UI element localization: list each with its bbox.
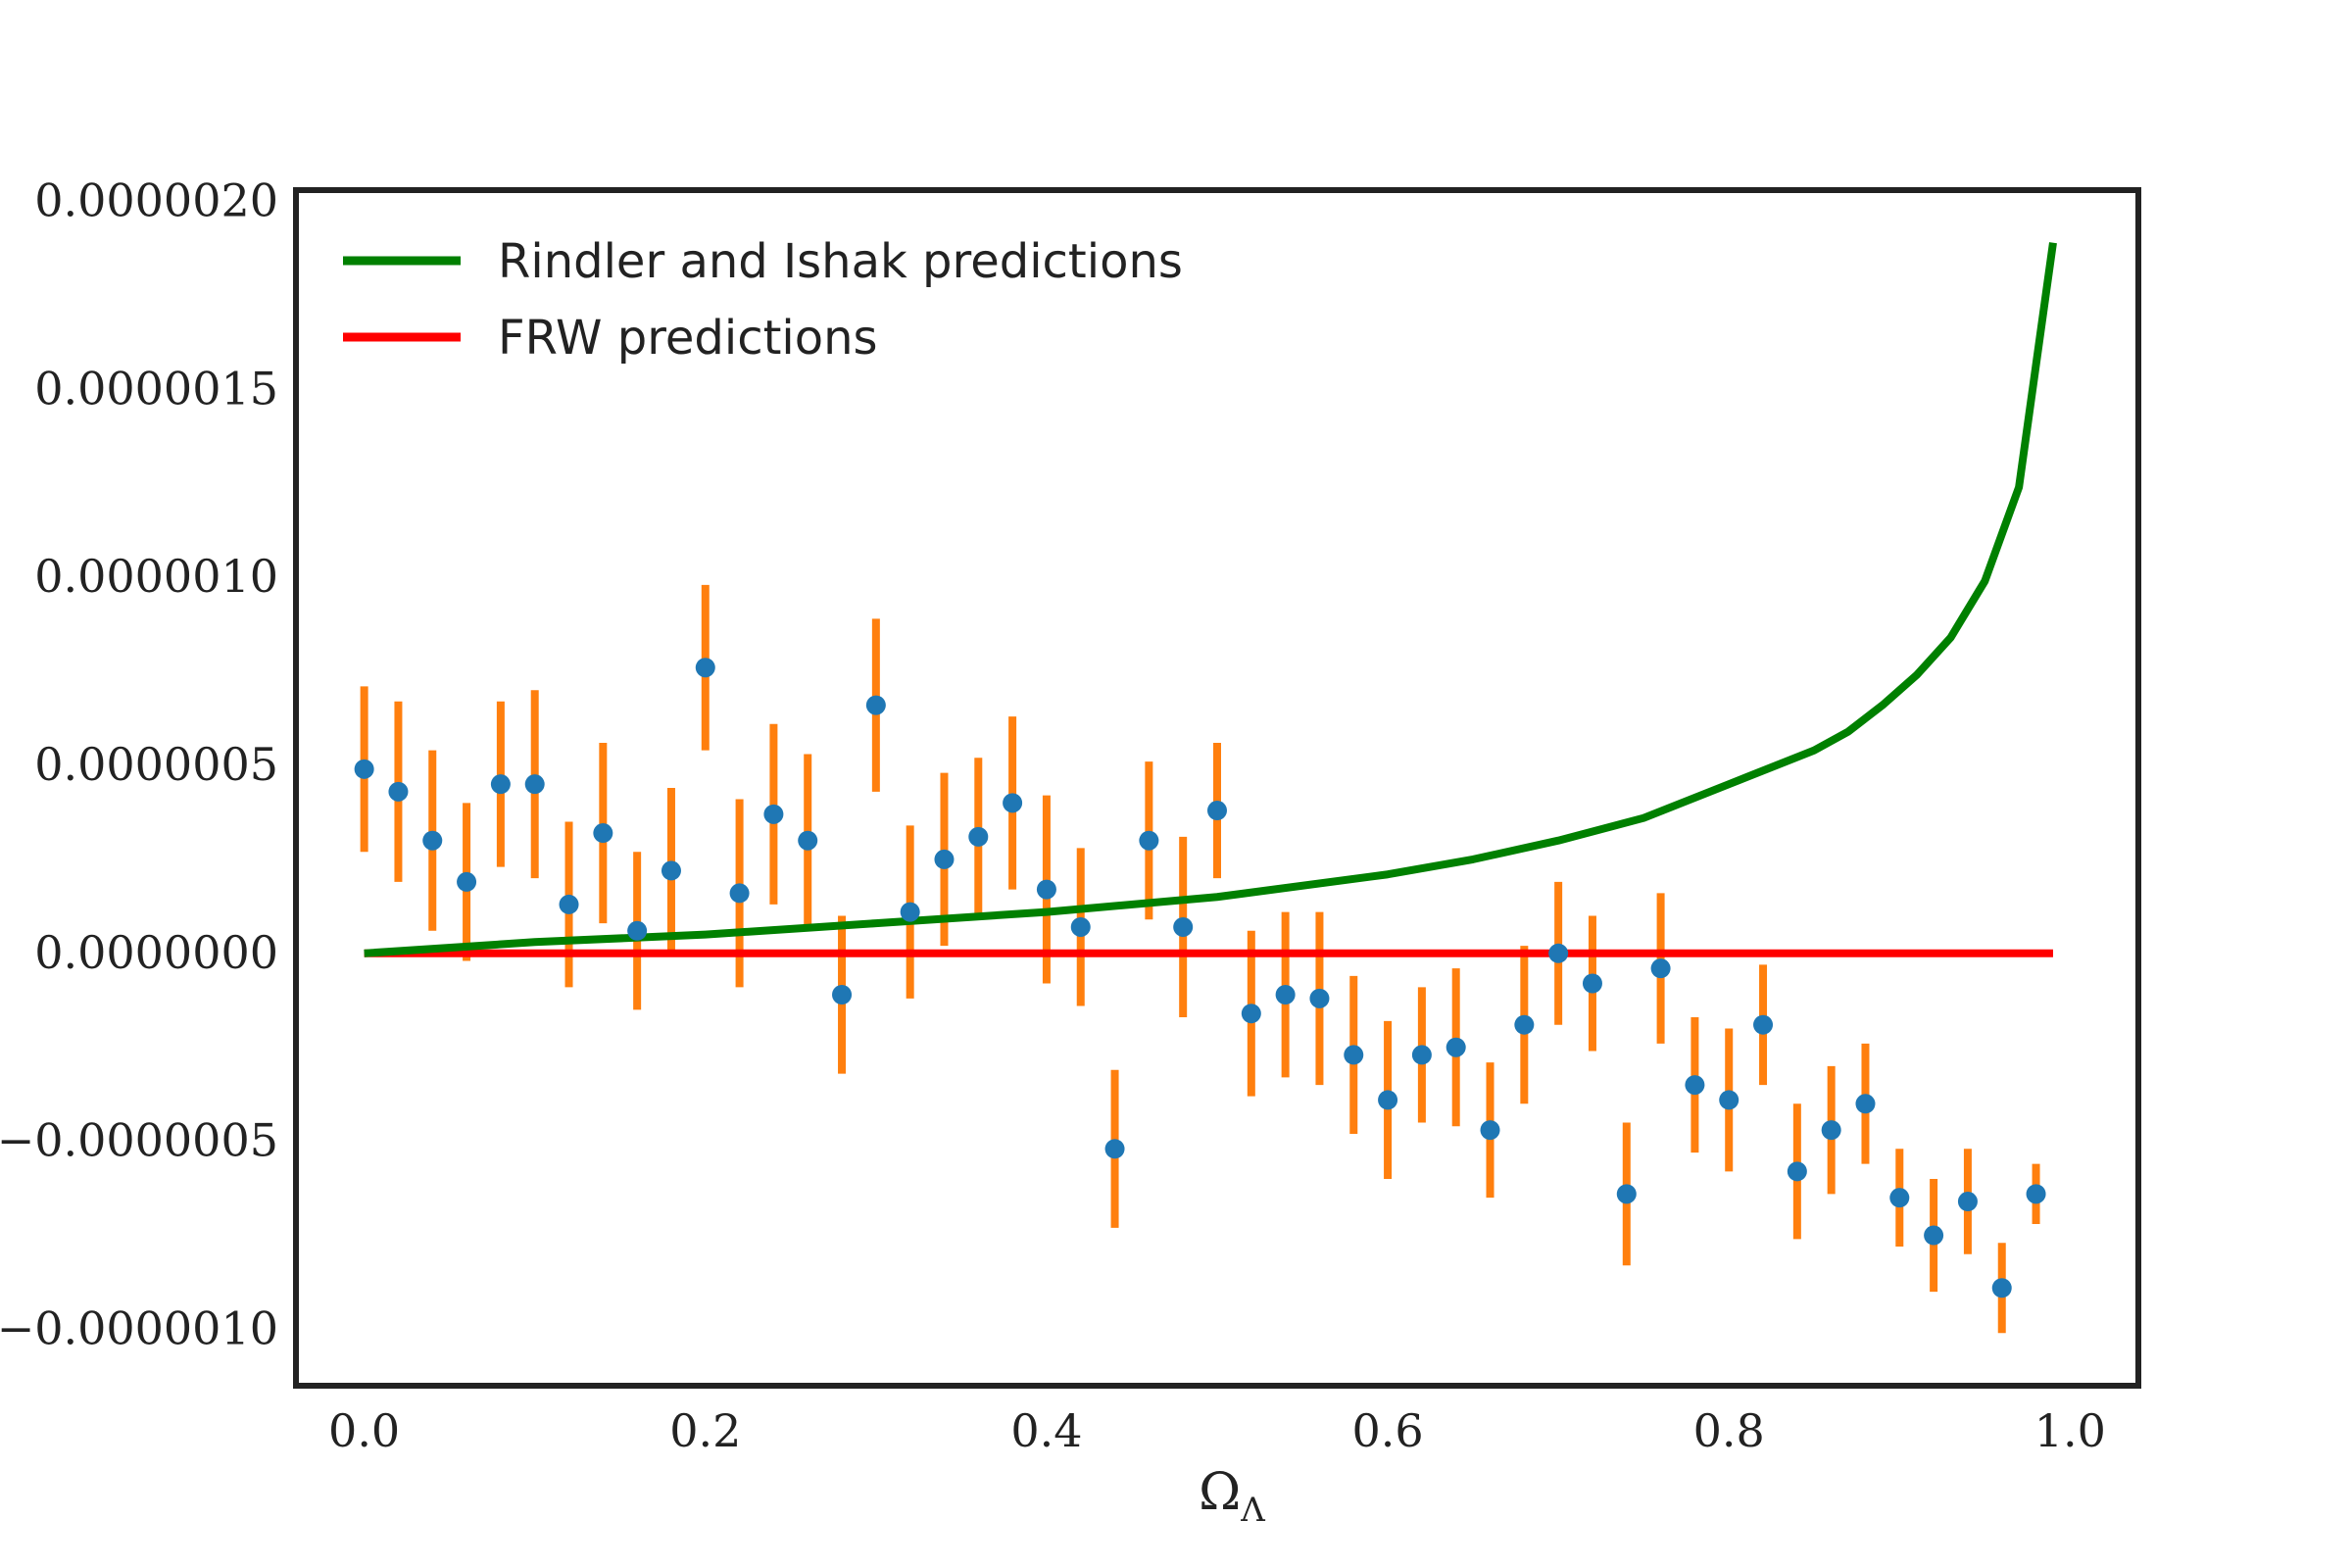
data-point — [1036, 879, 1056, 900]
x-tick-label: 0.8 — [1693, 1404, 1765, 1457]
rindler-ishak-predictions-line — [364, 242, 2057, 957]
data-point — [422, 830, 443, 851]
data-point — [1957, 1192, 1978, 1212]
x-axis-title-sub: Λ — [1240, 1491, 1265, 1530]
y-axis-ticks: −0.0000010 −0.0000005 0.0000000 0.0000005 0.… — [0, 174, 278, 1355]
data-point — [1616, 1184, 1637, 1204]
data-point — [1344, 1045, 1364, 1065]
data-point — [2026, 1184, 2046, 1204]
y-tick-label: 0.0000020 — [34, 174, 278, 227]
x-axis-title: ΩΛ — [1199, 1463, 1265, 1530]
data-point — [865, 695, 886, 715]
data-point — [1582, 973, 1602, 994]
y-tick-label: 0.0000000 — [34, 926, 278, 979]
data-point — [1241, 1004, 1261, 1024]
data-point — [729, 883, 750, 904]
x-axis-title-main: Ω — [1199, 1463, 1241, 1522]
data-point — [1889, 1188, 1910, 1208]
data-point — [388, 781, 409, 802]
data-point — [832, 985, 853, 1005]
data-point — [1548, 943, 1569, 963]
data-point — [763, 804, 784, 824]
x-axis-ticks: 0.0 0.2 0.4 0.6 0.8 1.0 — [328, 1404, 2106, 1457]
plot-frame — [293, 187, 2141, 1389]
data-point — [968, 826, 989, 847]
data-point — [559, 894, 579, 914]
data-point — [524, 774, 545, 795]
y-tick-label: 0.0000005 — [34, 738, 278, 791]
x-tick-label: 0.2 — [669, 1404, 741, 1457]
x-tick-label: 0.6 — [1351, 1404, 1423, 1457]
data-point — [1378, 1090, 1398, 1110]
data-point — [1787, 1161, 1807, 1182]
data-point — [1139, 830, 1159, 851]
data-point — [1719, 1090, 1740, 1110]
data-point — [1685, 1075, 1705, 1096]
data-point — [1924, 1225, 1944, 1246]
data-point — [661, 860, 681, 881]
data-point — [354, 759, 374, 779]
y-tick-label: 0.0000010 — [34, 550, 278, 603]
data-point — [695, 658, 715, 678]
data-point — [1309, 988, 1330, 1008]
x-tick-label: 0.0 — [328, 1404, 400, 1457]
data-point — [1173, 916, 1194, 937]
data-point — [1991, 1278, 2012, 1298]
y-tick-label: 0.0000015 — [34, 362, 278, 415]
data-point — [490, 774, 511, 795]
y-tick-label: −0.0000005 — [0, 1114, 278, 1167]
y-tick-label: −0.0000010 — [0, 1301, 278, 1354]
data-point — [1411, 1045, 1432, 1065]
data-point — [900, 902, 920, 922]
data-point — [1514, 1014, 1535, 1035]
legend-label-frw: FRW predictions — [498, 311, 878, 366]
data-point — [1070, 916, 1091, 937]
data-point — [627, 920, 648, 941]
legend-label-rindler: Rindler and Ishak predictions — [498, 234, 1183, 289]
legend: Rindler and Ishak predictions FRW predic… — [343, 234, 1183, 366]
data-point — [1480, 1120, 1500, 1141]
data-point — [457, 871, 477, 892]
data-point — [1855, 1094, 1876, 1114]
x-tick-label: 0.4 — [1010, 1404, 1082, 1457]
x-tick-label: 1.0 — [2034, 1404, 2106, 1457]
data-point — [1003, 793, 1023, 813]
data-point — [593, 823, 613, 844]
data-point — [1104, 1139, 1125, 1159]
data-point — [1821, 1120, 1841, 1141]
data-point — [1446, 1037, 1466, 1057]
data-point — [1207, 801, 1227, 821]
data-point — [1275, 985, 1296, 1005]
plot-marks — [354, 242, 2057, 1334]
data-point — [1650, 958, 1671, 979]
data-point — [934, 849, 955, 869]
data-point — [798, 830, 818, 851]
data-point — [1753, 1014, 1774, 1035]
